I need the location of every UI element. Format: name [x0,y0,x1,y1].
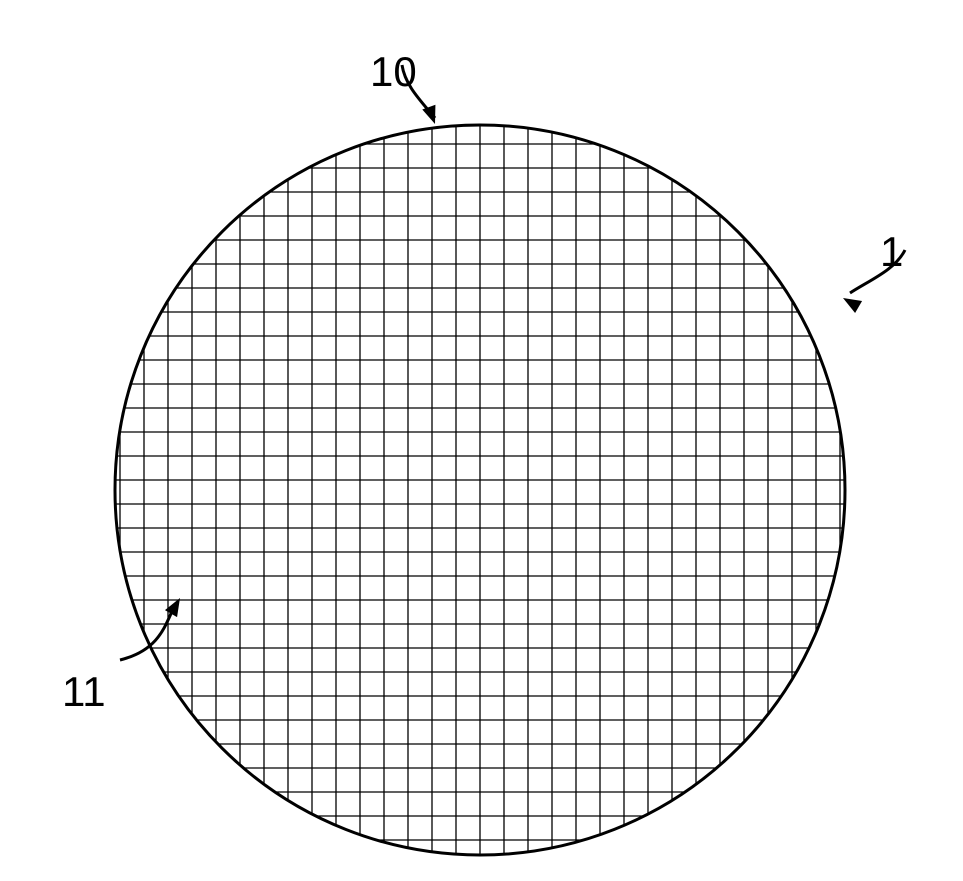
callout-label-1: 1 [880,228,903,276]
diagram-container: 10 1 11 [0,0,963,881]
callout-label-11: 11 [62,668,106,716]
diagram-svg [0,0,963,881]
callout-label-10: 10 [370,48,417,96]
